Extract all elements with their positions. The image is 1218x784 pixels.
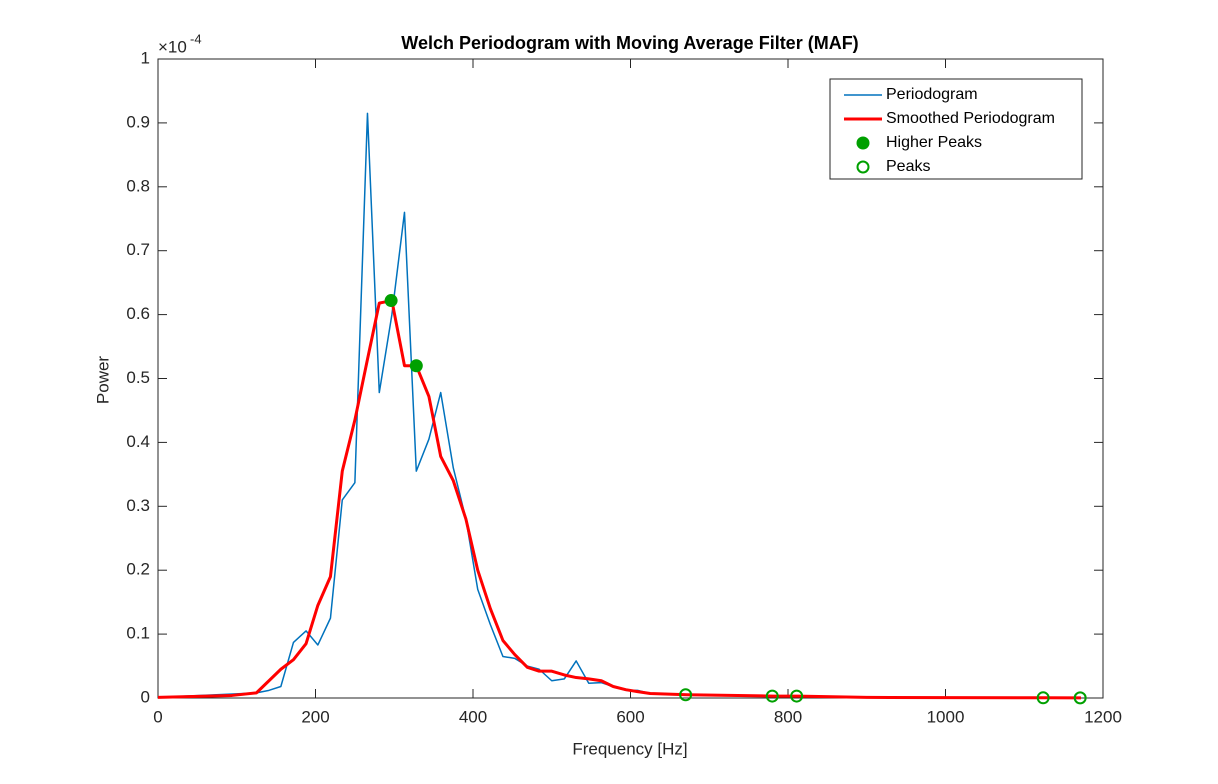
chart-title: Welch Periodogram with Moving Average Fi… (401, 33, 858, 53)
peak-marker (1073, 691, 1087, 705)
y-tick-label: 0.2 (126, 560, 150, 579)
y-tick-label: 0.7 (126, 240, 150, 259)
legend-swatch (856, 160, 870, 174)
x-tick-label: 600 (616, 707, 644, 726)
legend: Periodogram Smoothed Periodogram Higher Pe… (829, 78, 1083, 180)
legend-label: Smoothed Periodogram (886, 110, 1055, 127)
x-tick-label: 1200 (1084, 707, 1122, 726)
x-tick-label: 200 (301, 707, 329, 726)
x-tick-label: 400 (459, 707, 487, 726)
peak-marker (1036, 691, 1050, 705)
y-multiplier-exponent: -4 (190, 31, 202, 46)
y-tick-label: 0 (141, 687, 150, 706)
y-axis-label: Power (93, 356, 112, 405)
legend-swatch (856, 136, 870, 150)
peak-marker (409, 359, 423, 373)
legend-label: Periodogram (886, 86, 978, 103)
peak-marker (765, 689, 779, 703)
x-tick-label: 800 (774, 707, 802, 726)
peak-marker (790, 689, 804, 703)
axes-box (157, 58, 1104, 699)
x-axis-label: Frequency [Hz] (572, 739, 687, 758)
y-tick-label: 0.4 (126, 432, 150, 451)
y-tick-label: 0.1 (126, 624, 150, 643)
y-tick-label: 0.9 (126, 112, 150, 131)
series-line (157, 299, 1081, 700)
peak-marker (384, 294, 398, 308)
x-tick-label: 1000 (927, 707, 965, 726)
y-tick-label: 0.3 (126, 496, 150, 515)
x-tick-label: 0 (153, 707, 162, 726)
y-tick-label: 0.5 (126, 368, 150, 387)
y-tick-label: 0.6 (126, 304, 150, 323)
y-multiplier-base: ×10 (158, 37, 187, 56)
legend-label: Peaks (886, 158, 930, 175)
y-tick-label: 1 (141, 48, 150, 67)
peak-marker (679, 688, 693, 702)
legend-label: Higher Peaks (886, 134, 982, 151)
y-tick-label: 0.8 (126, 176, 150, 195)
